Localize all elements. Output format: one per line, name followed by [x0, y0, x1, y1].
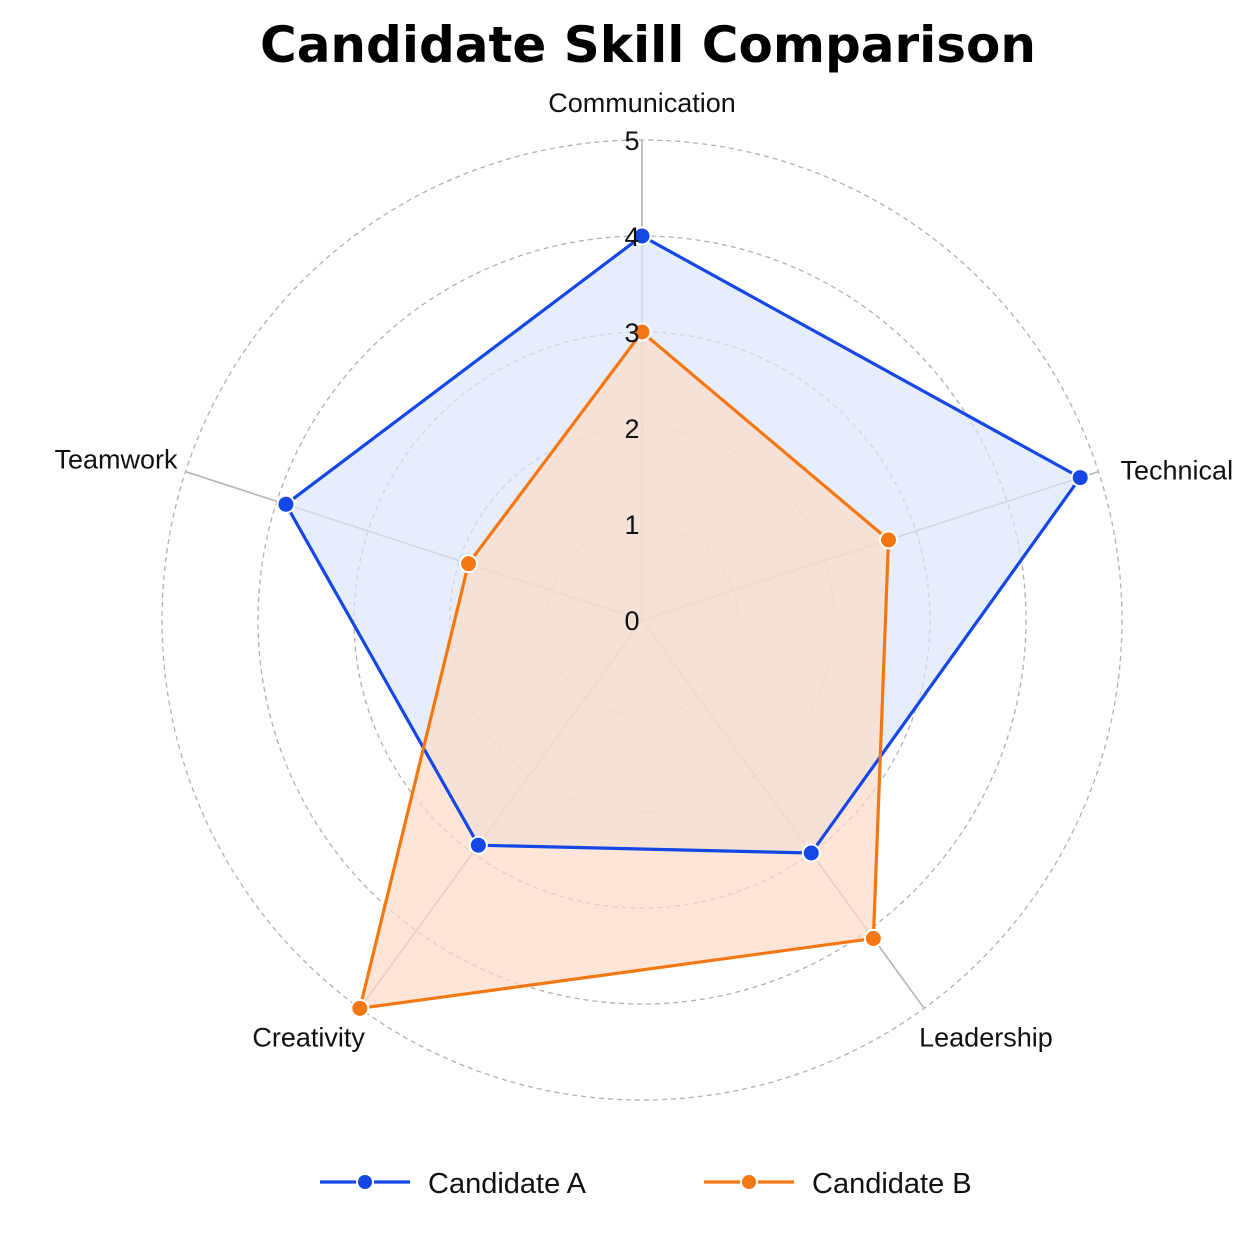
- series-line-1: [284, 234, 1082, 855]
- data-point-1-communication: [632, 226, 652, 246]
- legend-marker-1: [356, 1173, 374, 1191]
- tick-label-5: 5: [624, 126, 639, 156]
- data-point-2-leadership: [863, 928, 883, 948]
- axis-labels: Communication Technical Leadership Creativi…: [54, 88, 1233, 1052]
- series-lines: [284, 234, 1082, 1010]
- series-points: [276, 226, 1090, 1018]
- tick-label-1: 1: [624, 510, 639, 540]
- data-point-1-creativity: [468, 835, 488, 855]
- series-fill-2: [359, 332, 889, 1009]
- tick-label-2: 2: [624, 414, 639, 444]
- axis-label-teamwork: Teamwork: [54, 445, 178, 475]
- legend: Candidate A Candidate B: [320, 1168, 972, 1200]
- tick-label-0: 0: [624, 606, 639, 636]
- axis-label-creativity: Creativity: [252, 1022, 365, 1052]
- data-point-1-leadership: [801, 843, 821, 863]
- data-point-1-teamwork: [276, 494, 296, 514]
- radial-tick-labels: 0 1 2 3 4 5: [624, 126, 639, 636]
- series-line-2: [358, 330, 891, 1010]
- data-point-1-technical: [1070, 468, 1090, 488]
- data-point-2-teamwork: [459, 554, 479, 574]
- series-fills: [285, 236, 1081, 1009]
- data-point-2-technical: [879, 530, 899, 550]
- tick-label-4: 4: [624, 222, 639, 252]
- legend-label-2: Candidate B: [812, 1168, 972, 1200]
- legend-label-1: Candidate A: [428, 1168, 587, 1200]
- data-point-2-creativity: [350, 998, 370, 1018]
- grid-ring-4: [257, 235, 1027, 1005]
- data-point-2-communication: [632, 322, 652, 342]
- axis-label-communication: Communication: [548, 88, 736, 118]
- chart-title: Candidate Skill Comparison: [260, 16, 1036, 74]
- axis-label-technical: Technical: [1121, 456, 1234, 486]
- legend-marker-2: [740, 1173, 758, 1191]
- tick-label-3: 3: [624, 318, 639, 348]
- axis-label-leadership: Leadership: [919, 1022, 1053, 1052]
